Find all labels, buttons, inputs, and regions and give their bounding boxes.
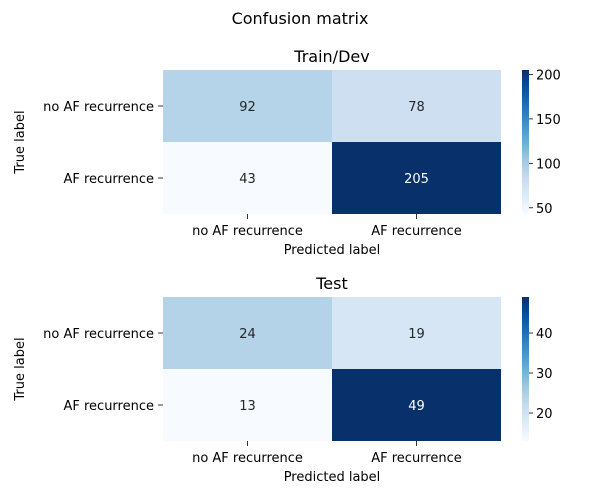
figure-title: Confusion matrix xyxy=(232,9,369,28)
x-tick-label: AF recurrence xyxy=(371,224,462,239)
colorbar-tick-label: 100 xyxy=(536,157,561,172)
y-tick-label: AF recurrence xyxy=(63,399,154,414)
x-tick-label: no AF recurrence xyxy=(192,224,303,239)
y-tick-label: no AF recurrence xyxy=(43,100,154,115)
y-axis-label: True label xyxy=(13,110,28,174)
cell-value-label: 205 xyxy=(404,172,429,187)
heatmap-panel-0: Train/Dev 92 78 43 205 no AF recurrence AF rec… xyxy=(13,47,561,258)
heatmap-cell xyxy=(332,369,501,441)
heatmap-cell xyxy=(163,369,332,441)
cell-value-label: 24 xyxy=(239,327,256,342)
cell-value-label: 19 xyxy=(408,327,425,342)
colorbar-tick-label: 30 xyxy=(536,367,553,382)
colorbar-tick-label: 40 xyxy=(536,327,553,342)
panel-title: Train/Dev xyxy=(293,47,369,66)
heatmap-cell xyxy=(332,70,501,142)
cell-value-label: 43 xyxy=(239,172,256,187)
y-tick-label: no AF recurrence xyxy=(43,327,154,342)
cell-value-label: 78 xyxy=(408,100,425,115)
colorbar xyxy=(522,70,529,214)
panel-title: Test xyxy=(315,274,348,293)
heatmap-cell xyxy=(163,297,332,369)
x-axis-label: Predicted label xyxy=(284,243,381,258)
y-tick-label: AF recurrence xyxy=(63,172,154,187)
heatmap-cell xyxy=(332,297,501,369)
heatmap-cell xyxy=(163,142,332,214)
cell-value-label: 13 xyxy=(239,399,256,414)
colorbar xyxy=(522,297,529,441)
heatmap-cell xyxy=(163,70,332,142)
colorbar-tick-label: 150 xyxy=(536,113,561,128)
colorbar-tick-label: 50 xyxy=(536,202,553,217)
x-tick-label: no AF recurrence xyxy=(192,451,303,466)
colorbar-tick-label: 200 xyxy=(536,68,561,83)
x-axis-label: Predicted label xyxy=(284,470,381,485)
heatmap-panels: Train/Dev 92 78 43 205 no AF recurrence AF rec… xyxy=(13,47,561,485)
y-axis-label: True label xyxy=(13,337,28,401)
heatmap-cell xyxy=(332,142,501,214)
x-tick-label: AF recurrence xyxy=(371,451,462,466)
cell-value-label: 92 xyxy=(239,100,256,115)
colorbar-tick-label: 20 xyxy=(536,407,553,422)
cell-value-label: 49 xyxy=(408,399,425,414)
heatmap-panel-1: Test 24 19 13 49 no AF recurrence AF recurrenc… xyxy=(13,274,553,485)
